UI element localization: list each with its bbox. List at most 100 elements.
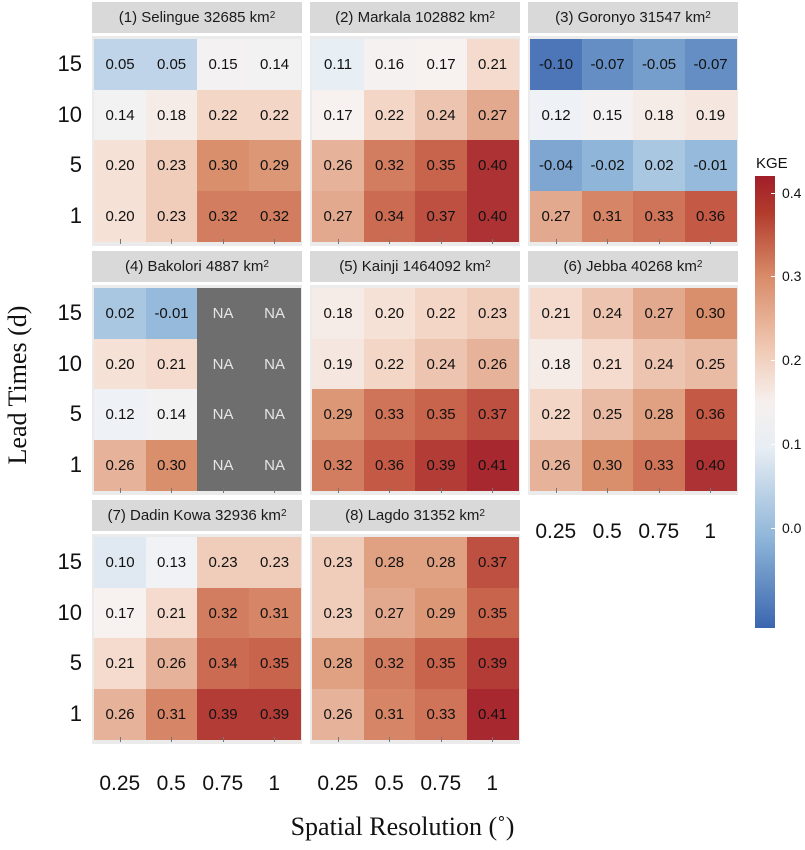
heatmap-cell: 0.20 <box>94 190 147 242</box>
heatmap-cell: 0.05 <box>145 39 198 91</box>
x-tick-label: 0.5 <box>156 772 186 795</box>
y-tick-label: 1 <box>69 202 82 228</box>
x-tick-label: 0.75 <box>638 520 680 543</box>
heatmap-cell: NA <box>248 338 301 390</box>
heatmap-cell: 0.26 <box>145 638 198 690</box>
heatmap-cell: 0.35 <box>415 140 468 192</box>
heatmap-cell: NA <box>248 439 301 491</box>
legend-title: KGE <box>756 155 788 172</box>
heatmap-cell: 0.27 <box>466 89 519 141</box>
heatmap-cell: 0.28 <box>363 537 416 589</box>
legend-tick-mark <box>771 276 775 278</box>
legend-tick-mark <box>771 360 775 362</box>
x-tick-mark <box>710 239 712 244</box>
heatmap-cell: -0.01 <box>145 288 198 340</box>
heatmap-cell: 0.22 <box>363 89 416 141</box>
heatmap-cell: 0.02 <box>633 140 686 192</box>
heatmap-cell: 0.26 <box>94 439 147 491</box>
x-tick-mark <box>492 737 494 742</box>
x-tick-mark <box>389 488 391 493</box>
heatmap-cell: 0.39 <box>197 688 250 740</box>
legend-tick-label: 0.0 <box>782 519 802 536</box>
x-tick-mark <box>658 488 660 493</box>
x-tick-mark <box>389 737 391 742</box>
heatmap-cell: NA <box>248 389 301 441</box>
heatmap-cell: 0.35 <box>415 389 468 441</box>
panel-title: (6) Jebba 40268 km 2 <box>528 251 738 282</box>
heatmap-cell: 0.30 <box>197 140 250 192</box>
heatmap-cell: 0.17 <box>94 587 147 639</box>
heatmap-cell: 0.14 <box>94 89 147 141</box>
x-tick-mark <box>658 239 660 244</box>
panel-title: (4) Bakolori 4887 km 2 <box>92 251 302 282</box>
heatmap-cell: 0.33 <box>633 439 686 491</box>
heatmap-cell: 0.19 <box>684 89 737 141</box>
heatmap-cell: 0.27 <box>312 190 365 242</box>
x-tick-label: 0.25 <box>535 520 577 543</box>
heatmap-cell: 0.21 <box>145 587 198 639</box>
x-tick-label: 1 <box>704 520 717 543</box>
heatmap-cell: 0.26 <box>312 140 365 192</box>
x-tick-mark <box>337 737 339 742</box>
heatmap-cell: 0.12 <box>530 89 583 141</box>
heatmap-cell: 0.20 <box>363 288 416 340</box>
y-tick-label: 5 <box>69 401 82 427</box>
heatmap-cell: 0.37 <box>466 537 519 589</box>
heatmap-cell: 0.34 <box>363 190 416 242</box>
heatmap-cell: 0.20 <box>94 140 147 192</box>
panel-2: (2) Markala 102882 km 2 0.11 0.16 0.17 0.21 0.… <box>310 2 520 246</box>
x-tick-mark <box>492 488 494 493</box>
heatmap-cell: 0.27 <box>530 190 583 242</box>
heatmap-cell: 0.20 <box>94 338 147 390</box>
panel-title: (2) Markala 102882 km 2 <box>310 2 520 33</box>
heatmap-cell: 0.22 <box>363 338 416 390</box>
heatmap-cell: NA <box>197 338 250 390</box>
heatmap-cell: 0.35 <box>466 587 519 639</box>
heatmap-cell: 0.12 <box>94 389 147 441</box>
x-tick-label: 1 <box>486 772 499 795</box>
x-tick-mark <box>555 488 557 493</box>
heatmap-cell: 0.36 <box>684 389 737 441</box>
x-tick-mark <box>555 239 557 244</box>
heatmap-cell: 0.28 <box>312 638 365 690</box>
legend-tick-label: 0.4 <box>782 184 802 201</box>
x-tick-mark <box>710 488 712 493</box>
x-tick-mark <box>274 488 276 493</box>
heatmap-cell: 0.26 <box>94 688 147 740</box>
heatmap-cell: 0.11 <box>312 39 365 91</box>
heatmap-cell: 0.22 <box>415 288 468 340</box>
heatmap-cell: 0.37 <box>415 190 468 242</box>
heatmap-cell: 0.22 <box>197 89 250 141</box>
heatmap-cell: 0.18 <box>530 338 583 390</box>
heatmap-cell: 0.24 <box>633 338 686 390</box>
heatmap-cell: 0.32 <box>363 638 416 690</box>
heatmap-cell: 0.36 <box>363 439 416 491</box>
x-tick-mark <box>389 239 391 244</box>
heatmap-cell: 0.23 <box>145 190 198 242</box>
legend-tick-mark <box>771 192 775 194</box>
heatmap-cell: 0.24 <box>415 89 468 141</box>
heatmap-cell: 0.28 <box>633 389 686 441</box>
heatmap-cell: 0.16 <box>363 39 416 91</box>
heatmap-cell: 0.05 <box>94 39 147 91</box>
y-tick-label: 10 <box>57 599 82 625</box>
heatmap-cell: 0.10 <box>94 537 147 589</box>
heatmap-cell: 0.19 <box>312 338 365 390</box>
heatmap-cell: 0.26 <box>466 338 519 390</box>
heatmap-cell: 0.32 <box>197 587 250 639</box>
x-tick-mark <box>337 488 339 493</box>
heatmap-cell: 0.21 <box>581 338 634 390</box>
heatmap-cell: 0.21 <box>530 288 583 340</box>
heatmap-cell: 0.30 <box>684 288 737 340</box>
heatmap-cell: 0.35 <box>415 638 468 690</box>
x-tick-mark <box>440 737 442 742</box>
heatmap-cell: 0.33 <box>363 389 416 441</box>
x-tick-mark <box>222 239 224 244</box>
heatmap-cell: 0.18 <box>633 89 686 141</box>
heatmap-cell: -0.02 <box>581 140 634 192</box>
heatmap-cell: -0.07 <box>581 39 634 91</box>
legend-tick-label: 0.2 <box>782 352 802 369</box>
heatmap-cell: 0.40 <box>684 439 737 491</box>
x-tick-mark <box>274 737 276 742</box>
y-tick-label: 1 <box>69 700 82 726</box>
